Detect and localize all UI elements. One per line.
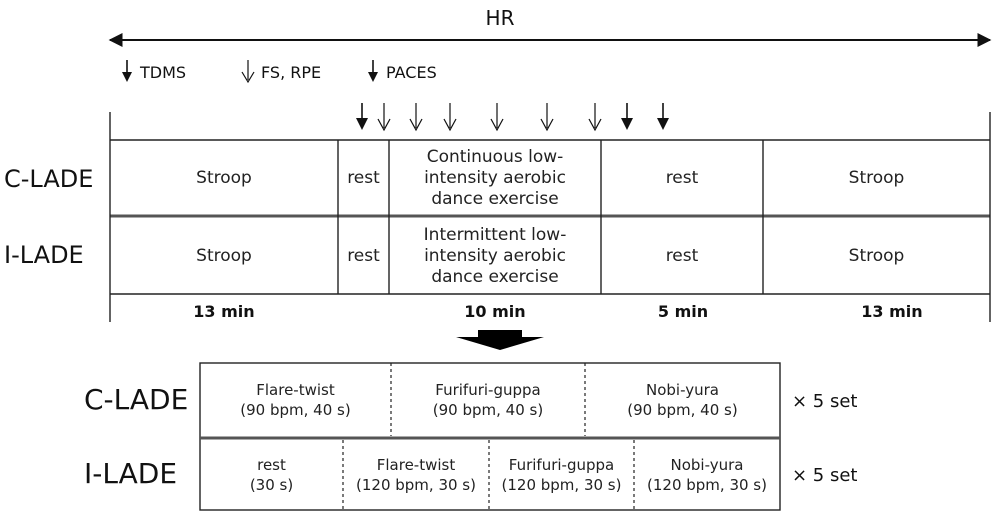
fs-rpe-arrow-icon [540, 103, 554, 132]
top-cell-rest: rest [665, 245, 699, 266]
top-cell-exercise: Intermittent low-intensity aerobic dance… [423, 224, 567, 287]
fs-rpe-arrow-icon [443, 103, 457, 132]
top-cell-stroop: Stroop [848, 245, 905, 266]
bottom-cell: rest (30 s) [200, 440, 343, 510]
paces-arrow-icon [657, 103, 669, 130]
fs-rpe-arrow-icon [377, 103, 391, 132]
bottom-label-i-lade: I-LADE [84, 457, 178, 490]
legend-fs-rpe-arrow-icon [241, 60, 255, 84]
tdms-arrow-icon [621, 103, 633, 130]
bottom-cell: Flare-twist (120 bpm, 30 s) [343, 440, 489, 510]
bottom-cell-detail: (120 bpm, 30 s) [501, 476, 622, 494]
bottom-cell-detail: (90 bpm, 40 s) [432, 401, 544, 419]
bottom-cell-name: Furifuri-guppa [508, 456, 615, 474]
bottom-cell-detail: (120 bpm, 30 s) [647, 476, 767, 494]
bottom-cell-detail: (90 bpm, 40 s) [627, 401, 738, 419]
bottom-cell-name: Flare-twist [256, 381, 335, 399]
top-cell-rest: rest [347, 245, 380, 266]
timeline-arrows [356, 103, 669, 132]
bottom-table-grid [199, 362, 781, 511]
top-table-grid [109, 112, 991, 322]
bottom-cell-detail: (120 bpm, 30 s) [356, 476, 476, 494]
tdms-arrow-icon [356, 103, 368, 130]
hr-label: HR [485, 6, 515, 30]
duration-label: 5 min [657, 302, 709, 321]
top-cell-exercise: Continuous low-intensity aerobic dance e… [424, 146, 566, 209]
top-cell-stroop: Stroop [196, 167, 252, 188]
bottom-cell: Furifuri-guppa (120 bpm, 30 s) [489, 440, 634, 510]
row-label-i-lade: I-LADE [4, 241, 84, 269]
bottom-cell-detail: (30 s) [249, 476, 294, 494]
top-cell-stroop: Stroop [196, 245, 252, 266]
duration-label: 10 min [464, 302, 526, 321]
top-cell-rest: rest [347, 167, 380, 188]
bottom-cell-name: Furifuri-guppa [435, 381, 541, 399]
sets-label-i-lade: × 5 set [792, 465, 858, 486]
row-label-c-lade: C-LADE [4, 165, 94, 193]
fs-rpe-arrow-icon [490, 103, 504, 132]
bottom-cell: Furifuri-guppa (90 bpm, 40 s) [391, 363, 585, 437]
big-down-arrow-icon [456, 337, 544, 350]
fs-rpe-arrow-icon [588, 103, 602, 132]
top-cell-stroop: Stroop [848, 167, 905, 188]
sets-label-c-lade: × 5 set [792, 391, 858, 412]
bottom-cell-name: rest [257, 456, 286, 474]
legend-paces-label: PACES [386, 63, 437, 82]
legend-fs-rpe-label: FS, RPE [261, 63, 322, 82]
bottom-cell-name: Nobi-yura [646, 381, 719, 399]
legend-paces-arrow-icon [368, 60, 378, 82]
legend-tdms-arrow-icon [122, 60, 132, 82]
top-cell-rest: rest [665, 167, 699, 188]
bottom-cell-name: Flare-twist [376, 456, 456, 474]
bottom-cell: Nobi-yura (120 bpm, 30 s) [634, 440, 780, 510]
fs-rpe-arrow-icon [409, 103, 423, 132]
bottom-cell: Flare-twist (90 bpm, 40 s) [200, 363, 391, 437]
bottom-cell: Nobi-yura (90 bpm, 40 s) [585, 363, 780, 437]
duration-label: 13 min [861, 302, 923, 321]
legend-tdms-label: TDMS [140, 63, 187, 82]
bottom-label-c-lade: C-LADE [84, 383, 189, 416]
bottom-cell-name: Nobi-yura [670, 456, 744, 474]
duration-label: 13 min [193, 302, 255, 321]
bottom-cell-detail: (90 bpm, 40 s) [240, 401, 351, 419]
